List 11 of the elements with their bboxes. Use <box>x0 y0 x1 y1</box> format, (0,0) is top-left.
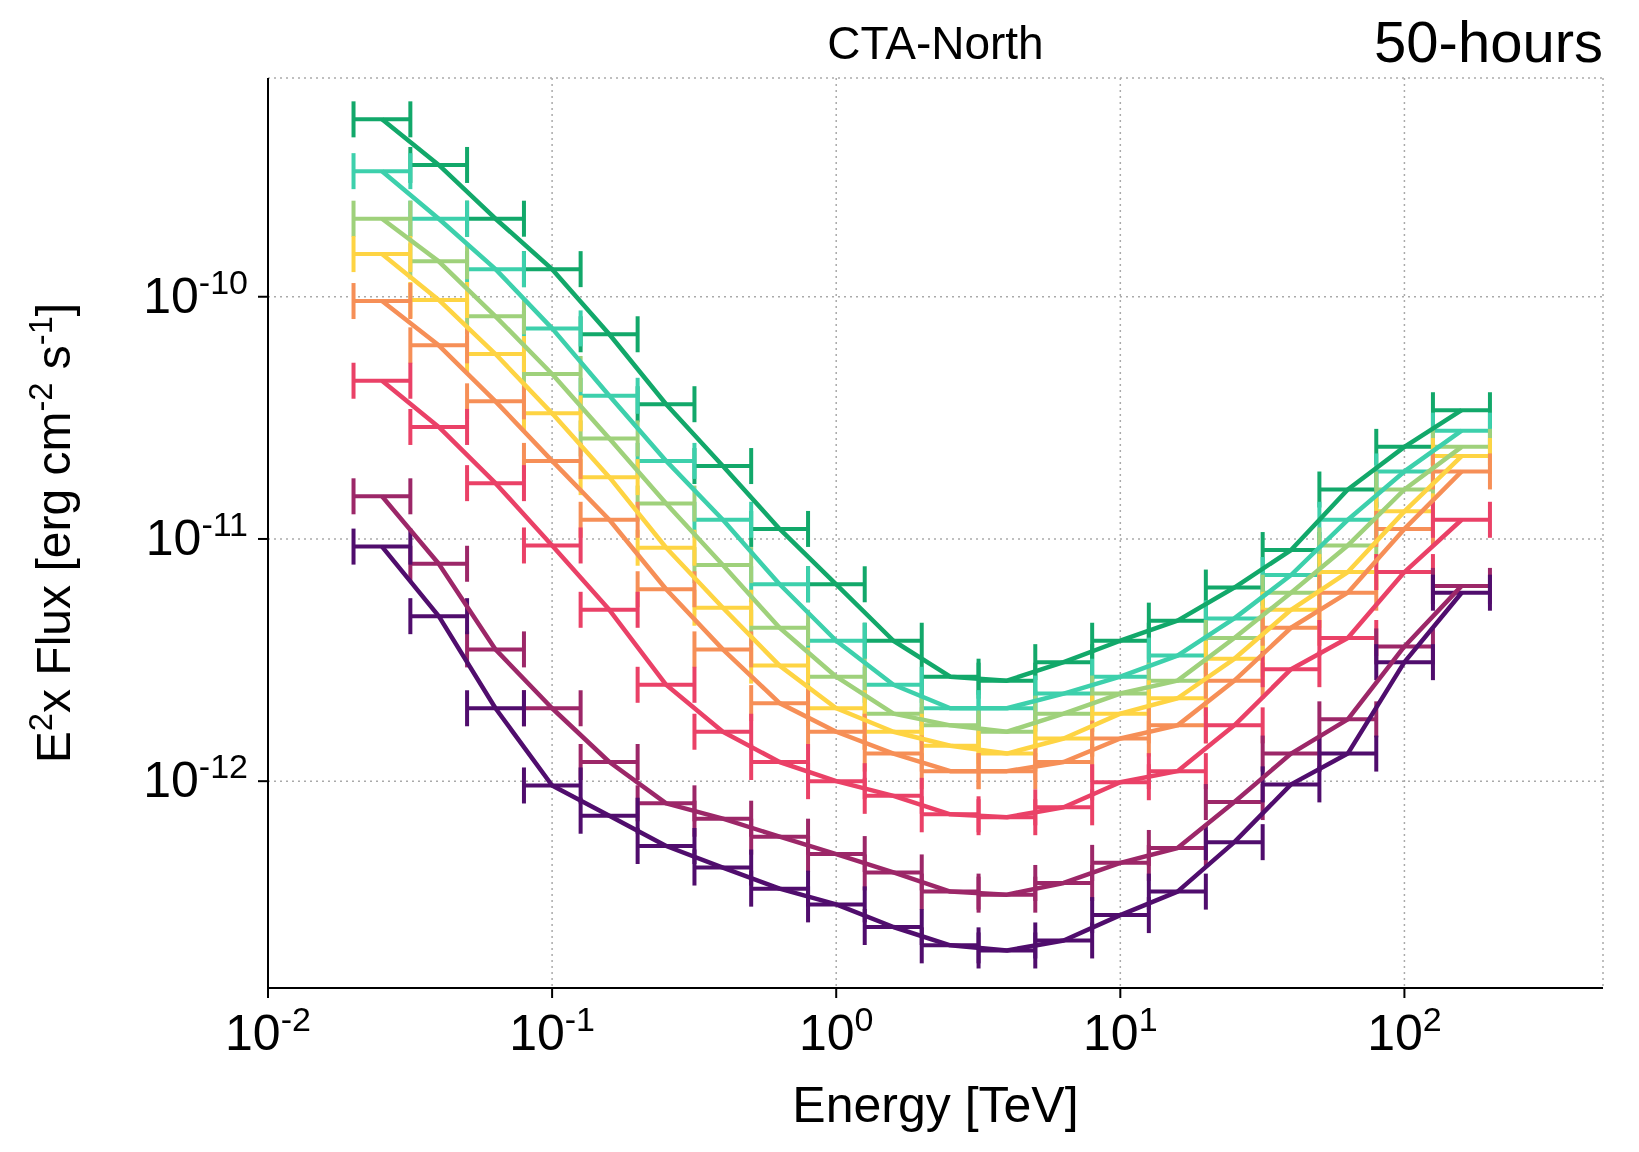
x-axis-title: Energy [TeV] <box>792 1077 1079 1133</box>
x-tick-label: 10$^{2}$ <box>1367 1000 1442 1061</box>
text: 50-hours <box>1374 8 1603 75</box>
x-tick-label: 10$^{-1}$ <box>509 1000 596 1061</box>
y-tick-label: 10$^{-10}$ <box>143 262 248 324</box>
x-tick-label: 10$^{1}$ <box>1083 1000 1158 1061</box>
x-tick-label: 10$^{0}$ <box>798 1000 874 1061</box>
y-tick-label: 10$^{-11}$ <box>145 504 248 566</box>
chart-title: CTA-North <box>827 17 1044 69</box>
x-tick-label: 10$^{-2}$ <box>225 1000 311 1061</box>
y-tick-label: 10$^{-12}$ <box>143 747 248 809</box>
